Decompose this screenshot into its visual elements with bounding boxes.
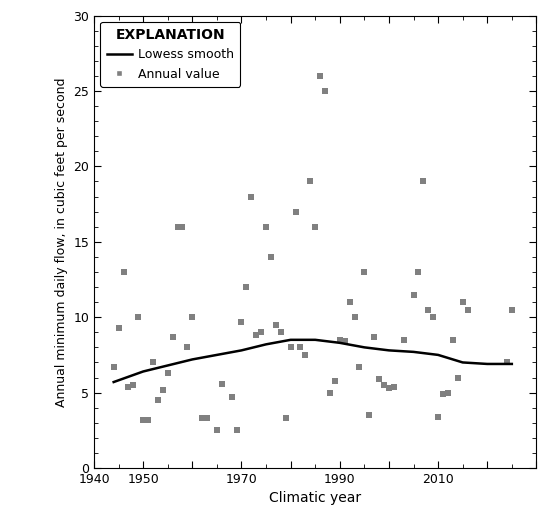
Point xyxy=(217,380,226,388)
Point xyxy=(232,426,241,435)
Point xyxy=(119,268,128,276)
Point xyxy=(198,414,207,422)
Point xyxy=(114,323,123,332)
Point xyxy=(267,253,275,261)
Point xyxy=(340,337,349,345)
Point xyxy=(350,313,359,321)
Point xyxy=(296,343,305,352)
Point xyxy=(419,177,428,186)
Point xyxy=(439,390,447,398)
Point xyxy=(139,415,148,424)
Point xyxy=(311,223,320,231)
Point xyxy=(409,290,418,298)
Point xyxy=(237,318,246,326)
Point xyxy=(355,363,364,371)
Point xyxy=(424,306,432,314)
Point xyxy=(434,412,442,421)
Point xyxy=(242,283,251,291)
Point xyxy=(301,351,310,359)
Point xyxy=(149,358,158,367)
Point xyxy=(168,333,177,341)
Point xyxy=(109,363,118,371)
Point xyxy=(154,396,163,405)
Point xyxy=(163,369,172,377)
Point xyxy=(429,313,437,321)
Point xyxy=(375,375,384,383)
Point xyxy=(503,358,512,367)
Point xyxy=(414,268,423,276)
Point xyxy=(272,320,280,329)
Point xyxy=(365,411,374,419)
Point xyxy=(124,382,133,391)
Point xyxy=(202,414,211,422)
Point xyxy=(463,306,472,314)
Point xyxy=(144,415,153,424)
Point xyxy=(173,223,182,231)
Point xyxy=(399,336,408,344)
Point xyxy=(276,328,285,336)
Point xyxy=(212,426,221,435)
Point xyxy=(188,313,197,321)
Point xyxy=(345,298,354,306)
Legend: Lowess smooth, Annual value: Lowess smooth, Annual value xyxy=(100,22,240,87)
Point xyxy=(134,313,143,321)
Point xyxy=(252,331,260,340)
Point xyxy=(316,72,325,80)
Point xyxy=(286,343,295,352)
Point xyxy=(257,328,265,336)
Point xyxy=(262,223,270,231)
Point xyxy=(227,393,236,401)
Point xyxy=(291,207,300,216)
Point xyxy=(321,87,330,95)
Point xyxy=(178,223,187,231)
Point xyxy=(448,336,457,344)
Point xyxy=(247,192,255,201)
Point xyxy=(508,306,517,314)
Point xyxy=(281,414,290,422)
Point xyxy=(331,376,340,385)
Point xyxy=(158,385,167,394)
Point xyxy=(444,388,452,397)
Point xyxy=(458,298,467,306)
Y-axis label: Annual minimum daily flow, in cubic feet per second: Annual minimum daily flow, in cubic feet… xyxy=(55,77,67,407)
Point xyxy=(335,336,344,344)
Point xyxy=(360,268,369,276)
Point xyxy=(129,381,138,389)
Point xyxy=(379,381,388,389)
Point xyxy=(306,177,315,186)
Point xyxy=(389,382,398,391)
X-axis label: Climatic year: Climatic year xyxy=(269,491,361,505)
Point xyxy=(326,388,335,397)
Point xyxy=(453,373,462,382)
Point xyxy=(183,343,192,352)
Point xyxy=(384,384,393,392)
Point xyxy=(370,333,379,341)
